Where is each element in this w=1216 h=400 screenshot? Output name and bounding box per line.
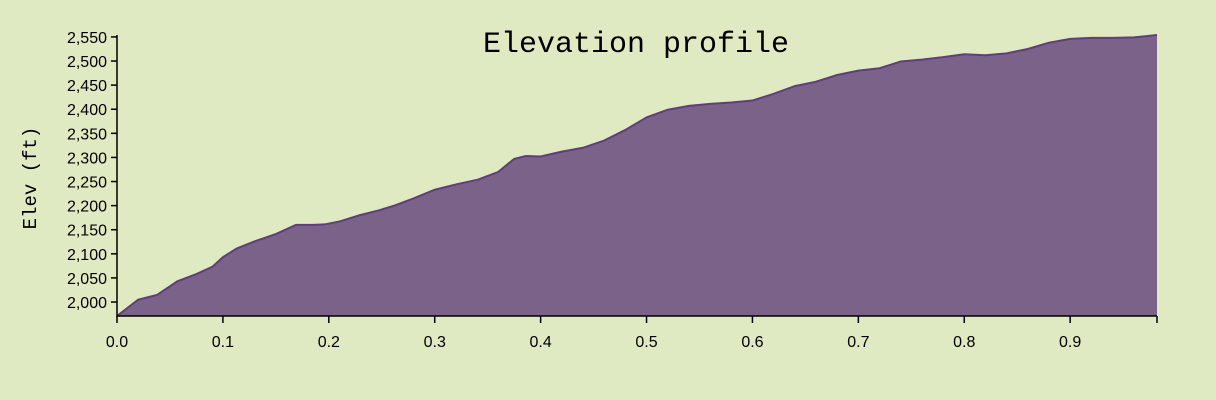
x-tick-label: 0.4: [530, 334, 552, 351]
x-tick-label: 0.9: [1059, 334, 1081, 351]
x-tick-label: 0.3: [424, 334, 446, 351]
y-tick-label: 2,150: [67, 223, 107, 240]
y-axis-label: Elev (ft): [20, 127, 42, 230]
y-tick-label: 2,100: [67, 247, 107, 264]
elevation-line: [116, 34, 1158, 317]
x-tick-label: 0.2: [318, 334, 340, 351]
y-tick-label: 2,500: [67, 54, 107, 71]
y-tick-label: 2,450: [67, 78, 107, 95]
elevation-area: [117, 35, 1157, 316]
y-tick-label: 2,350: [67, 126, 107, 143]
x-tick-label: 0.1: [212, 334, 234, 351]
y-tick-label: 2,550: [67, 30, 107, 47]
x-tick-label: 0.8: [953, 334, 975, 351]
y-tick-label: 2,250: [67, 175, 107, 192]
x-tick-label: 0.0: [106, 334, 128, 351]
y-tick-label: 2,000: [67, 295, 107, 312]
y-tick-label: 2,300: [67, 150, 107, 167]
plot-area: 2,000 2,050 2,100 2,150 2,200 2,250 2,300 2,350…: [67, 30, 1158, 351]
x-tick-label: 0.5: [635, 334, 657, 351]
y-tick-label: 2,050: [67, 271, 107, 288]
chart-title: Elevation profile: [483, 28, 789, 62]
x-tick-label: 0.7: [847, 334, 869, 351]
x-tick-label: 0.6: [741, 334, 763, 351]
y-tick-label: 2,400: [67, 102, 107, 119]
y-tick-label: 2,200: [67, 199, 107, 216]
